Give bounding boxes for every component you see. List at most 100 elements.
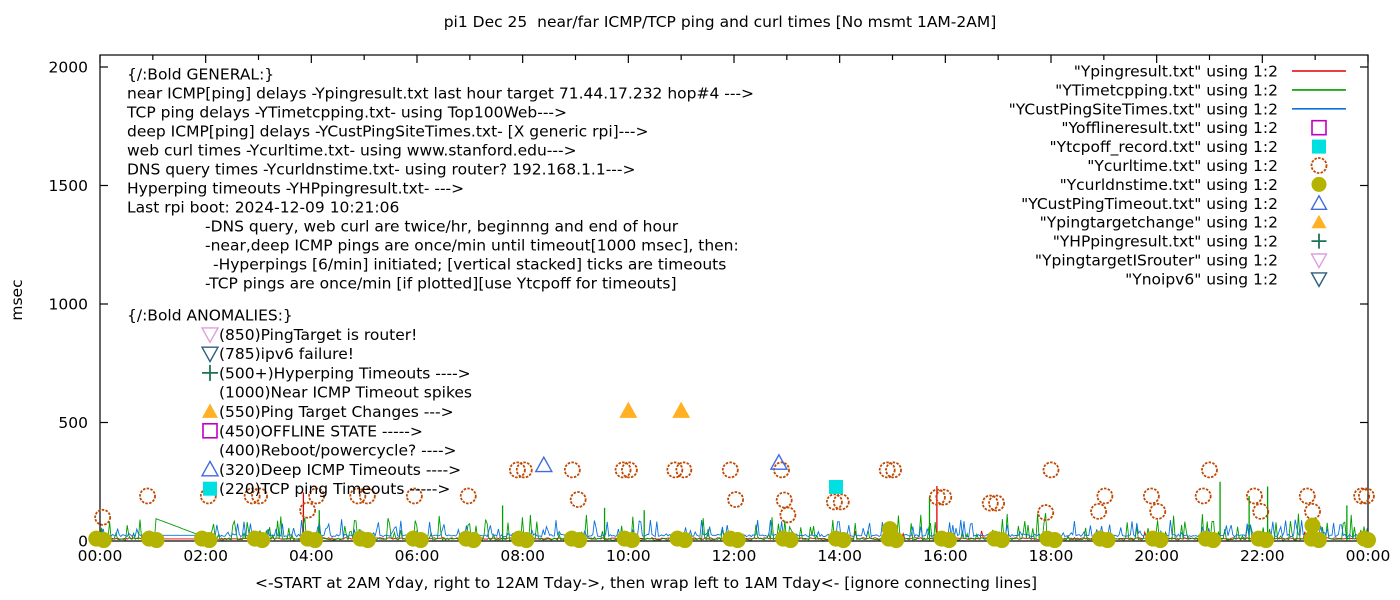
point-Ycurltime.txt (243, 487, 261, 505)
point-Ycurltime.txt (666, 461, 684, 479)
legend-marker-triangle-up-open-icon (1310, 194, 1328, 210)
point-Ycurltime.txt (1042, 461, 1060, 479)
point-Ycurltime.txt (1298, 487, 1316, 505)
x-tick-label: 00:00 (78, 547, 123, 565)
point-Ycurltime.txt (1037, 504, 1055, 521)
point-Ycurldnstime.txt (518, 532, 535, 549)
point-Ycurldnstime.txt (1152, 532, 1169, 549)
general-line: near ICMP[ping] delays -Ypingresult.txt … (127, 85, 754, 103)
point-Ycurltime.txt (1194, 487, 1212, 505)
point-Ycurltime.txt (251, 487, 268, 505)
y-tick-label: 500 (58, 414, 88, 432)
point-Ycurltime.txt (358, 487, 376, 505)
point-Ycurldnstime.txt (1258, 532, 1275, 549)
point-Ycurltime.txt (721, 461, 739, 479)
point-Ycurltime.txt (878, 461, 896, 479)
point-Ycurldnstime.txt (254, 532, 271, 549)
general-line: TCP ping delays -YTimetcpping.txt- using… (126, 104, 567, 122)
point-Ycurldnstime.txt (624, 532, 641, 549)
point-Ycurldnstime.txt (571, 532, 588, 549)
point-Ycurltime.txt (675, 461, 693, 479)
anomalies-annotations: {/:Bold ANOMALIES:}(850)PingTarget is ro… (127, 307, 472, 499)
point-Ycurltime.txt (94, 508, 112, 526)
anomaly-line: (450)OFFLINE STATE -----> (219, 422, 423, 440)
point-Ycurltime.txt (1201, 461, 1218, 479)
legend-label: "Ytcpoff_record.txt" using 1:2 (1049, 138, 1278, 157)
point-Ycurldnstime.txt (95, 532, 112, 549)
point-Ycurldnstime.txt (941, 532, 958, 549)
point-Ycurltime.txt (988, 494, 1005, 512)
general-line: web curl times -Ycurltime.txt- using www… (127, 142, 577, 160)
x-axis-label: <-START at 2AM Yday, right to 12AM Tday-… (254, 574, 1038, 592)
x-tick-label: 18:00 (1029, 547, 1074, 565)
point-Ytcpoff_record.txt (828, 479, 843, 494)
point-Ycurldnstime.txt (993, 532, 1010, 549)
legend-label: "Ypingresult.txt" using 1:2 (1074, 63, 1278, 81)
legend-label: "Ynoipv6" using 1:2 (1125, 270, 1278, 288)
y-tick-label: 2000 (49, 59, 88, 77)
point-Ycurltime.txt (1096, 487, 1114, 505)
legend-marker-triangle-down-open-icon (1310, 272, 1328, 288)
general-line: -near,deep ICMP pings are once/min until… (205, 237, 739, 255)
point-Ycurldnstime.txt (412, 532, 429, 549)
anomaly-line: (850)PingTarget is router! (219, 326, 417, 344)
legend-label: "Ypingtargetchange" using 1:2 (1040, 214, 1278, 232)
legend-label: "YHPpingresult.txt" using 1:2 (1053, 233, 1278, 251)
anomaly-marker-triangle-up-open-icon (200, 459, 220, 477)
legend-marker-triangle-up-filled-icon (1311, 214, 1327, 229)
legend: "Ypingresult.txt" using 1:2"YTimetcpping… (1009, 63, 1346, 288)
point-Ycurldnstime.txt (1099, 532, 1116, 549)
point-Ycurltime.txt (1358, 487, 1375, 505)
point-Ycurltime.txt (885, 461, 902, 479)
point-Ycurltime.txt (929, 488, 946, 506)
point-Ycurldnstime.txt (782, 532, 799, 549)
anomalies-header: {/:Bold ANOMALIES:} (127, 307, 293, 325)
general-line: {/:Bold GENERAL:} (127, 66, 274, 84)
anomaly-line: (320)Deep ICMP Timeouts ----> (219, 461, 461, 479)
x-tick-label: 22:00 (1240, 547, 1285, 565)
point-Ycurltime.txt (981, 494, 999, 512)
point-Ycurltime.txt (1252, 502, 1270, 520)
anomaly-line: (220)TCP ping Timeouts -----> (219, 480, 450, 498)
point-Ycurltime.txt (1246, 487, 1263, 505)
point-Ycurltime.txt (935, 488, 953, 506)
anomaly-line: (400)Reboot/powercycle? ----> (219, 442, 457, 460)
point-Ycurldnstime.txt (148, 532, 165, 549)
x-tick-label: 20:00 (1134, 547, 1179, 565)
anomaly-marker-square-filled-icon (203, 481, 217, 496)
x-tick-label: 10:00 (606, 547, 651, 565)
anomaly-marker-triangle-down-open-icon (200, 346, 220, 364)
point-Ycurltime.txt (620, 461, 638, 479)
legend-marker-triangle-down-open-icon (1310, 253, 1328, 269)
anomaly-marker-square-open-icon (202, 422, 218, 439)
point-Ycurldnstime.txt (1046, 532, 1063, 549)
x-tick-label: 16:00 (923, 547, 968, 565)
legend-marker-plus-icon (1311, 233, 1327, 249)
point-Ycurldnstime.txt (729, 532, 746, 549)
point-Ycurldnstime.txt (881, 521, 898, 538)
point-Ycurltime.txt (1149, 502, 1167, 520)
point-Ycurldnstime.txt (201, 532, 218, 549)
y-axis-label: msec (8, 279, 26, 321)
legend-marker-square-open-icon (1311, 119, 1327, 136)
point-Ycurltime.txt (139, 487, 156, 505)
point-Ycurltime.txt (775, 491, 793, 509)
legend-label: "Yofflineresult.txt" using 1:2 (1061, 119, 1278, 137)
axes-layer: 0 500 1000 1500 2000 00:00 02:00 04:00 06:00 08:0… (49, 54, 1390, 565)
anomaly-marker-triangle-down-open-icon (200, 327, 220, 344)
general-line: deep ICMP[ping] delays -YCustPingSiteTim… (127, 123, 648, 141)
point-Ycurldnstime.txt (359, 532, 376, 549)
general-line: DNS query times -Ycurldnstime.txt- using… (127, 161, 635, 179)
point-Ycurldnstime.txt (1310, 532, 1327, 549)
general-line: -Hyperpings [6/min] initiated; [vertical… (213, 256, 726, 274)
legend-marker-circle-filled-icon (1311, 176, 1327, 192)
point-YCustPingTimeout.txt (769, 453, 789, 470)
legend-label: "Ycurldnstime.txt" using 1:2 (1060, 176, 1278, 194)
legend-marker-circle-open-icon (1310, 157, 1328, 174)
x-tick-label: 14:00 (817, 547, 862, 565)
x-tick-label: 02:00 (183, 547, 228, 565)
point-Ycurltime.txt (515, 461, 533, 479)
x-tick-label: 04:00 (289, 547, 334, 565)
point-Ypingtargetchange (672, 401, 691, 418)
